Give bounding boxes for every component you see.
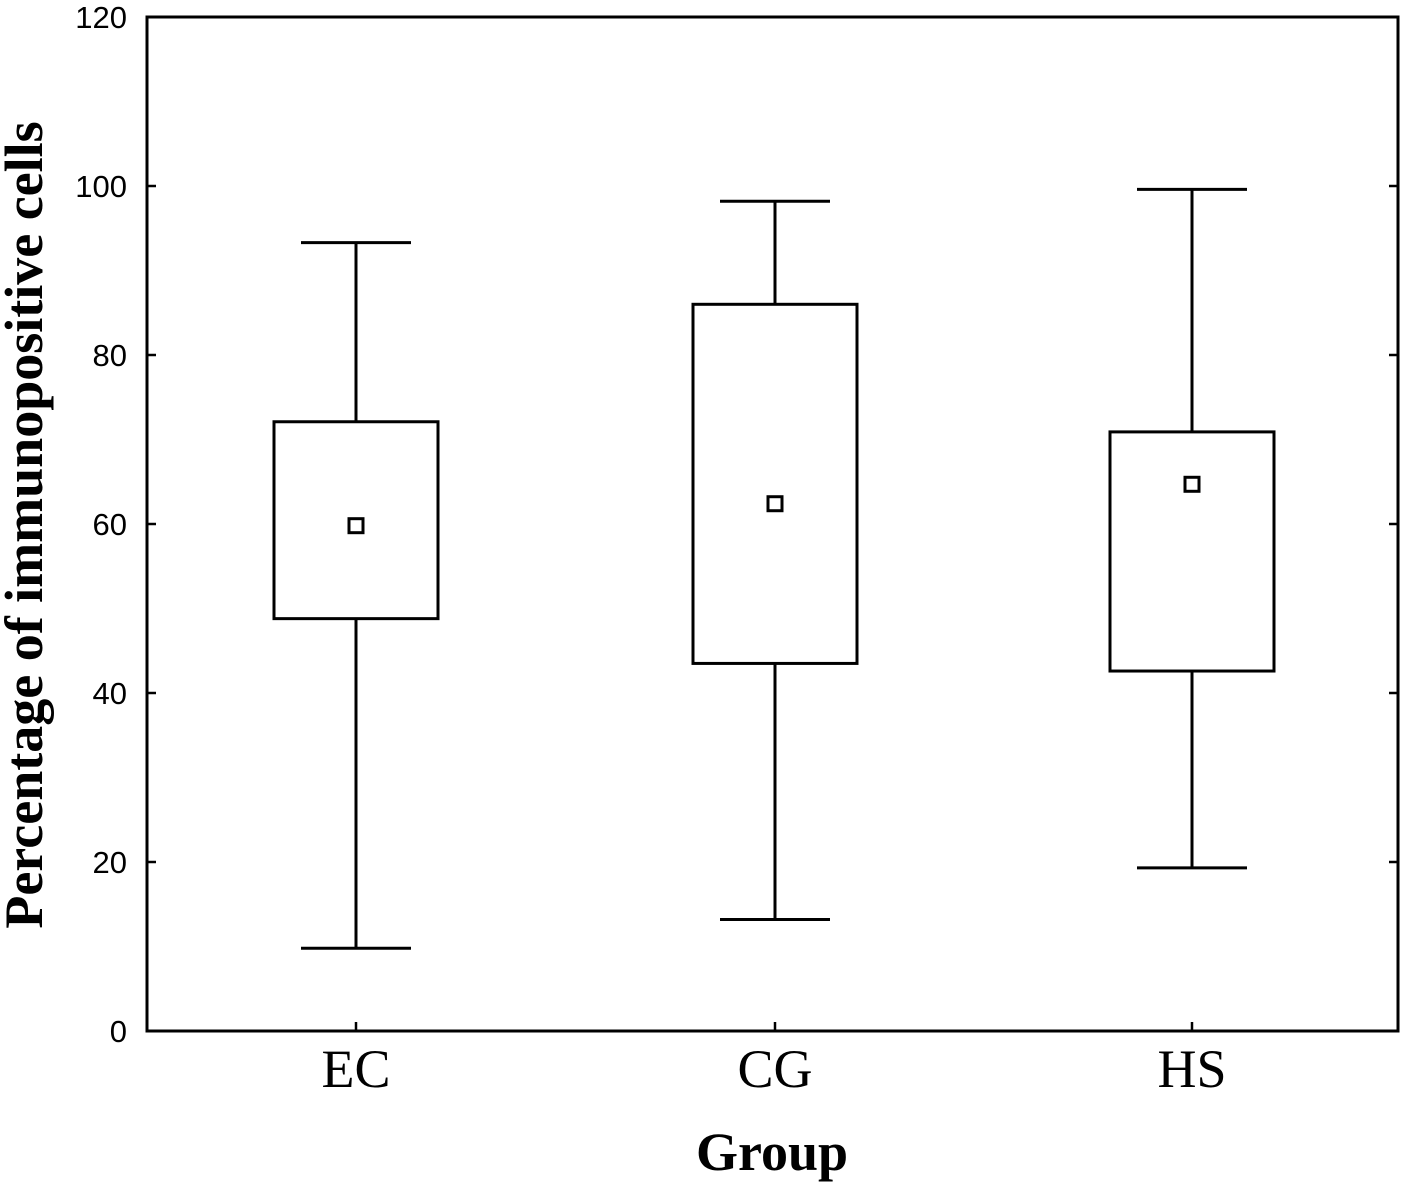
y-tick-label: 100 bbox=[75, 169, 127, 204]
center-marker bbox=[1183, 475, 1201, 493]
x-category-label: HS bbox=[1157, 1039, 1226, 1099]
y-tick-label: 80 bbox=[93, 338, 127, 373]
box-cg bbox=[691, 199, 859, 1031]
box-rect bbox=[691, 302, 859, 665]
box-ec bbox=[272, 241, 440, 1031]
y-tick-label: 40 bbox=[93, 676, 127, 711]
center-marker bbox=[347, 517, 365, 535]
x-category-label: EC bbox=[321, 1039, 390, 1099]
y-axis-ticks: 0 20 40 60 80 100 120 bbox=[75, 0, 1398, 1049]
x-axis-category-labels: EC CG HS bbox=[321, 1039, 1226, 1099]
x-axis-title: Group bbox=[696, 1122, 848, 1182]
boxes-layer bbox=[272, 187, 1276, 1031]
y-tick-label: 60 bbox=[93, 507, 127, 542]
y-tick-label: 20 bbox=[93, 845, 127, 880]
y-tick-label: 120 bbox=[75, 0, 127, 35]
y-axis-title: Percentage of immunopositive cells bbox=[0, 121, 54, 928]
box-hs bbox=[1108, 187, 1276, 1031]
center-marker bbox=[766, 495, 784, 513]
y-tick-label: 0 bbox=[110, 1014, 127, 1049]
box-rect bbox=[1108, 430, 1276, 673]
x-category-label: CG bbox=[737, 1039, 812, 1099]
